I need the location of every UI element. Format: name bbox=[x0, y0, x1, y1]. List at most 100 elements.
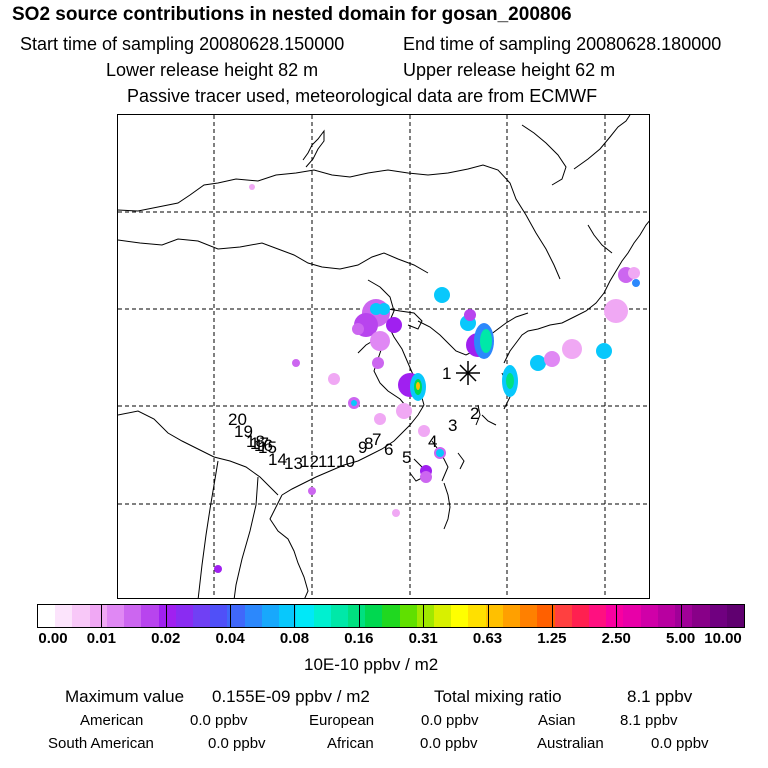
legend-color-swatch bbox=[657, 605, 676, 627]
legend-color-swatch bbox=[589, 605, 607, 627]
trajectory-label: 20 bbox=[228, 410, 247, 429]
region-name: Asian bbox=[538, 712, 576, 729]
legend-color-swatch bbox=[72, 605, 90, 627]
legend-tick-label: 1.25 bbox=[537, 630, 567, 647]
concentration-field bbox=[214, 184, 640, 573]
tracer-note: Passive tracer used, meteorological data… bbox=[127, 86, 598, 106]
legend-color-swatch bbox=[451, 605, 469, 627]
region-value: 0.0 ppbv bbox=[190, 712, 248, 729]
legend-color-swatch bbox=[38, 605, 56, 627]
legend-tick-mark bbox=[680, 604, 682, 628]
legend-tick-mark bbox=[551, 604, 553, 628]
start-time-label: Start time of sampling 20080628.150000 bbox=[20, 34, 345, 54]
legend-tick-label: 0.01 bbox=[86, 630, 116, 647]
legend-tick-label: 0.63 bbox=[472, 630, 503, 647]
legend-tick-mark bbox=[358, 604, 360, 628]
region-value: 8.1 ppbv bbox=[620, 712, 678, 729]
legend-color-swatch bbox=[296, 605, 314, 627]
legend-color-swatch bbox=[606, 605, 624, 627]
legend-color-swatch bbox=[675, 605, 693, 627]
legend-tick-mark bbox=[294, 604, 296, 628]
legend-color-swatch bbox=[313, 605, 331, 627]
legend-color-swatch bbox=[434, 605, 452, 627]
legend-color-swatch bbox=[520, 605, 538, 627]
region-name: European bbox=[309, 712, 375, 729]
trajectory-label: 17 bbox=[250, 434, 269, 453]
page-title: SO2 source contributions in nested domai… bbox=[12, 4, 572, 25]
region-name: African bbox=[327, 735, 374, 752]
legend-color-swatch bbox=[502, 605, 521, 627]
trajectory-label: 1 bbox=[442, 364, 451, 383]
max-value: 0.155E-09 ppbv / m2 bbox=[212, 687, 370, 706]
trajectory-label: 4 bbox=[428, 432, 437, 451]
trajectory-label: 18 bbox=[246, 432, 265, 451]
trajectory-label: 2 bbox=[470, 404, 479, 423]
legend-color-swatch bbox=[106, 605, 125, 627]
trajectory-label: 13 bbox=[284, 454, 303, 473]
upper-release-label: Upper release height 62 m bbox=[403, 60, 616, 80]
legend-color-swatch bbox=[571, 605, 589, 627]
legend-tick-label: 0.02 bbox=[151, 630, 181, 647]
legend-tick-label: 2.50 bbox=[601, 630, 631, 647]
legend-color-swatch bbox=[227, 605, 245, 627]
trajectory-label: 6 bbox=[384, 440, 393, 459]
legend-color-swatch bbox=[537, 605, 555, 627]
asterisk-icon bbox=[456, 361, 480, 385]
trajectory-label: 15 bbox=[258, 438, 277, 457]
legend-tick-label: 0.00 bbox=[38, 630, 68, 647]
legend-color-swatch bbox=[175, 605, 193, 627]
legend-tick-mark bbox=[230, 604, 232, 628]
legend-color-swatch bbox=[124, 605, 142, 627]
legend-unit-label: 10E-10 ppbv / m2 bbox=[304, 655, 439, 674]
legend-tick-mark bbox=[101, 604, 103, 628]
region-value: 0.0 ppbv bbox=[651, 735, 709, 752]
legend-color-swatch bbox=[330, 605, 348, 627]
region-name: South American bbox=[48, 735, 154, 752]
trajectory-label: 7 bbox=[372, 430, 381, 449]
legend-tick-label: 0.08 bbox=[279, 630, 310, 647]
total-mixing-value: 8.1 ppbv bbox=[627, 687, 693, 706]
legend-tick-mark bbox=[423, 604, 425, 628]
max-value-label: Maximum value bbox=[65, 687, 185, 706]
legend-color-swatch bbox=[468, 605, 486, 627]
legend-tick-label: 0.31 bbox=[408, 630, 438, 647]
legend-color-swatch bbox=[416, 605, 435, 627]
legend-color-swatch bbox=[382, 605, 400, 627]
legend-color-swatch bbox=[709, 605, 727, 627]
map-panel: 1 2 3 4 5 6 7 8 9 10 11 12 13 14 15 16 17 18 19 20 bbox=[117, 114, 650, 599]
trajectory-label: 9 bbox=[358, 438, 367, 457]
trajectory-label: 16 bbox=[254, 436, 273, 455]
legend-tick-label: 0.04 bbox=[215, 630, 245, 647]
legend-color-swatch bbox=[365, 605, 383, 627]
end-time-label: End time of sampling 20080628.180000 bbox=[403, 34, 722, 54]
legend-color-swatch bbox=[192, 605, 211, 627]
legend-tick-mark bbox=[165, 604, 167, 628]
legend-color-swatch bbox=[399, 605, 417, 627]
color-legend-bar bbox=[37, 604, 745, 628]
trajectory-label: 5 bbox=[402, 448, 411, 467]
legend-color-swatch bbox=[261, 605, 280, 627]
legend-color-swatch bbox=[623, 605, 641, 627]
trajectory-label: 11 bbox=[318, 452, 336, 471]
legend-color-swatch bbox=[158, 605, 176, 627]
trajectory-label: 19 bbox=[234, 422, 253, 441]
trajectory-label: 3 bbox=[448, 416, 457, 435]
total-mixing-label: Total mixing ratio bbox=[434, 687, 562, 706]
legend-tick-mark bbox=[487, 604, 489, 628]
legend-color-swatch bbox=[347, 605, 366, 627]
legend-color-swatch bbox=[210, 605, 228, 627]
legend-color-swatch bbox=[692, 605, 710, 627]
region-name: American bbox=[80, 712, 144, 729]
trajectory-label: 8 bbox=[364, 434, 373, 453]
coastlines bbox=[118, 115, 649, 598]
region-value: 0.0 ppbv bbox=[208, 735, 266, 752]
legend-color-swatch bbox=[554, 605, 572, 627]
legend-tick-label: 0.16 bbox=[344, 630, 374, 647]
legend-color-swatch bbox=[141, 605, 159, 627]
legend-color-swatch bbox=[640, 605, 658, 627]
trajectory-label: 12 bbox=[300, 452, 319, 471]
legend-color-swatch bbox=[244, 605, 262, 627]
lower-release-label: Lower release height 82 m bbox=[106, 60, 319, 80]
